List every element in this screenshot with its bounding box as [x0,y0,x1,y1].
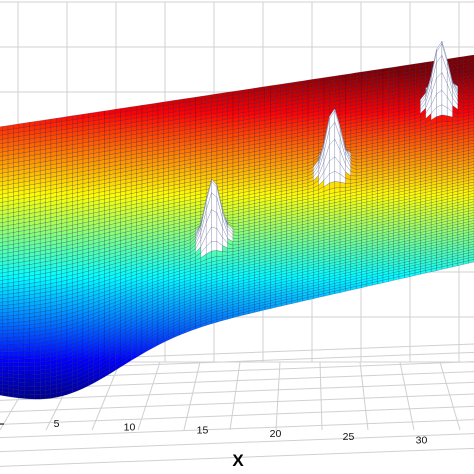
surface-cell [232,229,239,233]
surface-cell [23,328,30,333]
surface-cell [334,181,341,189]
surface-cell [2,333,9,338]
surface-cell [232,238,239,242]
floor-grid-line [0,447,474,467]
surface-cell [0,337,3,342]
surface-cell [350,175,357,180]
floor-grid-line [0,419,474,439]
surface-cell [18,336,25,341]
surface-cell [232,225,239,230]
floor-grid-line [359,361,369,431]
surface-cell [2,319,9,324]
surface-cell [13,314,19,320]
surface-cell [0,330,3,335]
floor-grid-line [319,361,323,431]
surface-cell [29,327,35,333]
surface-cell [211,250,218,258]
surface-cell [457,109,464,114]
surface-cell [18,321,25,326]
surface-cell [463,95,469,100]
floor-grid-line [399,361,415,431]
surface-cell [18,317,25,323]
surface-cell [23,332,30,337]
surface-cell [232,222,239,227]
surface-cell [2,330,9,335]
floor-grid-line [229,361,241,431]
surface-cell [7,315,14,320]
surface-cell [18,325,25,330]
floor-grid-line [0,405,474,425]
surface-cell [13,336,19,341]
surface-cell [23,335,30,341]
floor-grid-line [0,393,474,413]
surface-cell [452,77,459,81]
surface-cell [7,336,14,342]
surface-cell [13,321,19,327]
surface-cell [232,234,239,239]
surface-cell [2,322,9,328]
surface-cell [13,318,19,323]
surface-cell [350,149,357,154]
floor-grid-line [0,381,474,401]
surface-cell [0,326,3,331]
surface-cell [463,89,469,94]
surface-cell [0,323,3,328]
floor-grid-line [137,361,161,431]
surface-cell [339,181,346,188]
surface-cell [18,328,25,334]
floor-grid-line [91,361,121,431]
surface-cell [23,320,30,326]
surface-cell [13,333,19,338]
surface-cell [463,92,469,97]
surface-cell [13,329,19,334]
surface-cell [211,209,218,229]
surface-cell [0,319,3,324]
surface-cell [29,335,35,340]
surface-cell [216,250,223,257]
floor-grid-line [439,361,461,431]
surface-cell [7,326,14,331]
floor-grid-line [183,361,201,431]
surface-cell [2,326,9,331]
surface-cell [18,332,25,337]
surface-cell [345,144,351,148]
surface-cell [2,312,9,317]
surface-cell [7,329,14,334]
surface-cell [23,324,30,330]
surface-cell [0,333,3,338]
surface-cell [29,331,35,337]
surface-cell [211,241,218,252]
floor-grid-line [275,361,281,431]
surface-cell [7,333,14,338]
surface-cell [2,315,9,321]
surface-cell [7,311,14,317]
surface-cell [7,322,14,327]
surface-cell [222,251,228,257]
surface-cell [2,308,9,313]
surface-cell [441,114,448,122]
surface-cell [227,217,234,221]
floor-grid-line [0,433,474,453]
surface-cell [211,226,218,242]
surface-cell [457,83,464,87]
surface-cell [457,80,464,84]
surface-cell [0,341,3,345]
surface-cell [2,337,9,342]
surface-mesh [0,40,474,400]
surface-cell [13,325,19,331]
surface-cell [350,146,357,151]
surface-cell [7,318,14,324]
